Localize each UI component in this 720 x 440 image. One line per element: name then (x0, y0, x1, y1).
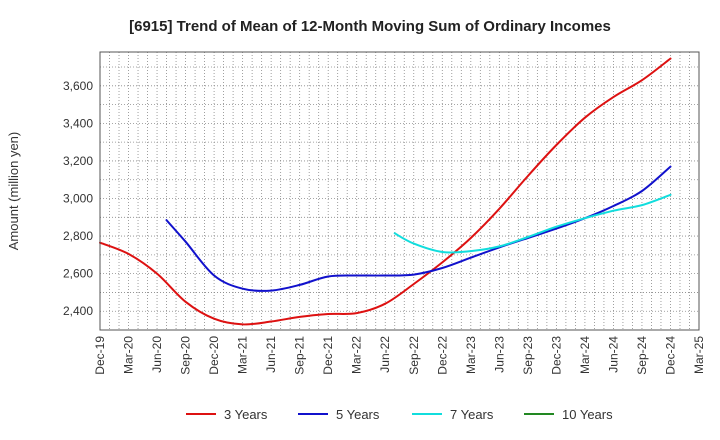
x-tick-label: Jun-24 (606, 336, 620, 373)
series-lines (99, 57, 672, 326)
x-tick-label: Sep-21 (293, 336, 307, 375)
x-tick-label: Mar-22 (350, 336, 364, 374)
legend-label-5-years: 5 Years (336, 407, 380, 422)
x-tick-label: Dec-24 (663, 336, 677, 375)
legend-label-10-years: 10 Years (562, 407, 613, 422)
legend: 3 Years 5 Years 7 Years 10 Years (186, 407, 613, 422)
y-tick-label: 2,400 (63, 304, 93, 318)
x-tick-label: Sep-22 (407, 336, 421, 375)
x-tick-label: Dec-21 (321, 336, 335, 375)
x-tick-label: Dec-20 (207, 336, 221, 375)
y-tick-label: 3,000 (63, 192, 93, 206)
x-tick-labels: Dec-19 Mar-20 Jun-20 Sep-20 Dec-20 Mar-21 Jun-… (93, 336, 706, 375)
plot-area (99, 51, 700, 331)
x-tick-label: Mar-20 (122, 336, 136, 374)
x-tick-label: Mar-23 (464, 336, 478, 374)
legend-label-7-years: 7 Years (450, 407, 494, 422)
x-tick-label: Dec-19 (93, 336, 107, 375)
x-tick-label: Jun-22 (378, 336, 392, 373)
y-tick-label: 2,800 (63, 229, 93, 243)
y-tick-labels: 2,400 2,600 2,800 3,000 3,200 3,400 3,600 (63, 79, 93, 318)
series-line-3-years (99, 57, 672, 326)
x-tick-label: Mar-25 (692, 336, 706, 374)
legend-label-3-years: 3 Years (224, 407, 268, 422)
x-tick-label: Sep-20 (179, 336, 193, 375)
x-tick-label: Jun-20 (150, 336, 164, 373)
x-tick-label: Jun-23 (492, 336, 506, 373)
chart-title: [6915] Trend of Mean of 12-Month Moving … (129, 18, 611, 35)
x-tick-label: Sep-23 (521, 336, 535, 375)
x-tick-label: Dec-22 (435, 336, 449, 375)
x-tick-label: Sep-24 (635, 336, 649, 375)
y-axis-label: Amount (million yen) (6, 132, 21, 251)
x-tick-label: Jun-21 (264, 336, 278, 373)
y-tick-label: 2,600 (63, 267, 93, 281)
y-tick-label: 3,600 (63, 79, 93, 93)
x-tick-label: Mar-24 (578, 336, 592, 374)
grid (99, 52, 699, 330)
y-tick-label: 3,200 (63, 154, 93, 168)
series-line-7-years (393, 193, 672, 254)
x-tick-label: Mar-21 (236, 336, 250, 374)
series-line-5-years (165, 165, 672, 292)
x-tick-label: Dec-23 (549, 336, 563, 375)
y-tick-label: 3,400 (63, 116, 93, 130)
